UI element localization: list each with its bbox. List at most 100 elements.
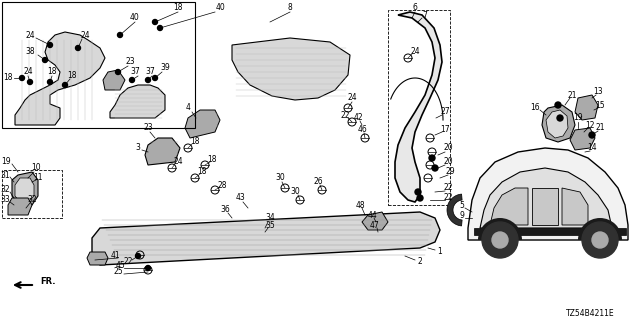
Bar [2,170,62,218]
Text: 2: 2 [418,258,422,267]
Circle shape [129,77,134,83]
Text: 18: 18 [3,74,13,83]
Text: 32: 32 [0,186,10,195]
Text: 34: 34 [265,213,275,222]
Polygon shape [542,105,575,142]
Text: 40: 40 [130,13,140,22]
Text: 41: 41 [110,251,120,260]
Text: 22: 22 [124,258,132,267]
Circle shape [145,266,150,270]
Circle shape [482,222,518,258]
Circle shape [42,58,47,62]
Text: 5: 5 [460,201,465,210]
Text: 36: 36 [220,205,230,214]
Polygon shape [395,12,442,202]
Polygon shape [145,138,180,165]
Text: 26: 26 [313,178,323,187]
Text: 21: 21 [567,91,577,100]
Circle shape [582,222,618,258]
Text: 24: 24 [80,30,90,39]
Polygon shape [480,168,612,228]
Wedge shape [578,218,622,240]
Text: 22: 22 [340,110,349,119]
Circle shape [555,102,561,108]
Polygon shape [447,194,462,226]
Polygon shape [15,178,34,202]
Text: 35: 35 [265,220,275,229]
Polygon shape [103,70,125,90]
Circle shape [152,20,157,25]
Polygon shape [92,212,440,265]
Bar [2,2,195,128]
Text: 38: 38 [25,47,35,57]
Text: 8: 8 [287,4,292,12]
Text: 18: 18 [207,156,217,164]
Text: 1: 1 [438,247,442,257]
Text: 43: 43 [235,194,245,203]
Circle shape [28,79,33,84]
Text: 33: 33 [0,196,10,204]
Polygon shape [15,32,105,125]
Text: 45: 45 [115,260,125,269]
Circle shape [63,83,67,87]
Polygon shape [562,188,588,225]
Text: 20: 20 [443,157,453,166]
Wedge shape [478,218,522,240]
Text: FR.: FR. [40,277,56,286]
Circle shape [47,43,52,47]
Polygon shape [185,110,220,138]
Circle shape [429,155,435,161]
Text: 30: 30 [275,173,285,182]
Text: 20: 20 [443,143,453,153]
Text: 24: 24 [410,47,420,57]
Text: 37: 37 [130,68,140,76]
Text: 48: 48 [355,201,365,210]
Polygon shape [8,198,32,215]
Text: 22: 22 [444,194,452,203]
Circle shape [152,76,157,81]
Polygon shape [232,38,350,100]
Text: 30: 30 [290,188,300,196]
Text: 44: 44 [367,211,377,220]
Text: 42: 42 [353,114,363,123]
Text: 46: 46 [357,125,367,134]
Text: 3: 3 [136,143,140,153]
Circle shape [432,165,438,171]
Text: 40: 40 [215,4,225,12]
Text: 7: 7 [422,11,428,20]
Text: 18: 18 [190,138,200,147]
Text: 19: 19 [573,114,583,123]
Text: 39: 39 [160,63,170,73]
Polygon shape [490,188,528,225]
Text: 13: 13 [593,87,603,97]
Polygon shape [468,148,628,240]
Text: 25: 25 [113,268,123,276]
Text: 6: 6 [413,4,417,12]
Circle shape [76,45,81,51]
Circle shape [115,69,120,75]
Text: 32: 32 [27,196,37,204]
Circle shape [118,33,122,37]
Polygon shape [575,95,598,120]
Text: 21: 21 [595,124,605,132]
Polygon shape [362,212,388,230]
Text: 14: 14 [587,143,597,153]
Text: 17: 17 [440,125,450,134]
Text: 19: 19 [1,157,11,166]
Text: 37: 37 [145,68,155,76]
Text: 47: 47 [370,220,380,229]
Circle shape [415,189,421,195]
Circle shape [19,76,24,81]
Circle shape [592,232,608,248]
Text: TZ54B4211E: TZ54B4211E [566,309,614,318]
Text: 18: 18 [173,4,183,12]
Text: 28: 28 [217,180,227,189]
Text: 18: 18 [197,167,207,177]
Text: 12: 12 [585,121,595,130]
Circle shape [589,132,595,138]
Circle shape [145,77,150,83]
Polygon shape [532,188,558,225]
Text: 4: 4 [186,103,191,113]
Circle shape [157,26,163,30]
Circle shape [136,253,141,259]
